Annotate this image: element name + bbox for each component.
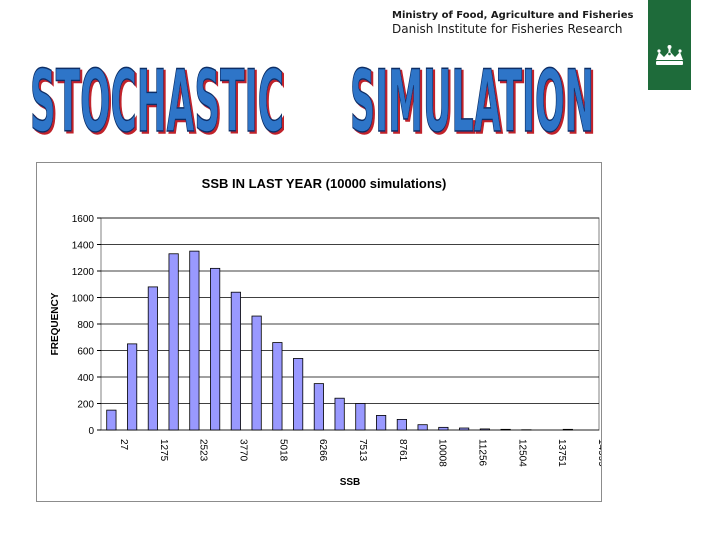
x-tick-label: 5018: [277, 439, 288, 462]
y-axis-label: FREQUENCY: [50, 292, 61, 355]
bar: [479, 428, 490, 431]
title-word-simulation: SIMULATION: [350, 58, 594, 148]
y-tick-label: 800: [77, 320, 94, 331]
x-axis-label: SSB: [340, 477, 361, 488]
y-tick-label: 400: [77, 373, 94, 384]
bar: [376, 415, 387, 431]
x-tick-label: 1275: [158, 439, 169, 462]
crown-icon: [656, 45, 683, 65]
ministry-name: Ministry of Food, Agriculture and Fisher…: [392, 10, 634, 21]
bar: [417, 424, 428, 431]
x-tick-label: 2523: [198, 439, 209, 462]
y-tick-label: 1600: [72, 214, 95, 225]
title-word-stochastic: STOCHASTIC: [30, 58, 284, 148]
bar: [106, 409, 117, 431]
bar: [168, 253, 179, 431]
bar: [438, 426, 449, 431]
slide-title: STOCHASTIC SIMULATION: [29, 58, 595, 148]
y-tick-label: 600: [77, 347, 94, 358]
bar: [459, 427, 470, 431]
bar: [562, 428, 573, 431]
x-tick-label: 6266: [317, 439, 328, 462]
chart-title: SSB IN LAST YEAR (10000 simulations): [202, 176, 447, 191]
bar: [127, 343, 138, 431]
x-tick-label: 12504: [516, 439, 527, 467]
bar: [189, 250, 200, 431]
institute-logo: [648, 0, 691, 90]
bar: [396, 418, 407, 431]
x-tick-label: 27: [118, 439, 129, 451]
bar: [147, 286, 158, 431]
x-tick-label: 11256: [477, 439, 488, 467]
x-tick-label: 8761: [397, 439, 408, 462]
plot-area: 0 200 400 600 800 1000 1200 1400 1600 27 1275 2523 3…: [72, 214, 601, 467]
institute-name: Danish Institute for Fisheries Research: [392, 22, 623, 36]
bar: [293, 358, 304, 431]
y-tick-label: 1200: [72, 267, 95, 278]
bar: [230, 291, 241, 431]
bar: [334, 397, 345, 431]
x-tick-label: 13751: [556, 439, 567, 467]
chart-frame: SSB IN LAST YEAR (10000 simulations) FRE…: [36, 162, 602, 502]
bar: [355, 403, 366, 431]
bar: [210, 267, 221, 431]
bar: [251, 315, 262, 431]
x-tick-label: 7513: [357, 439, 368, 462]
x-tick-label: 14999: [596, 439, 601, 467]
y-tick-label: 1400: [72, 241, 95, 252]
x-tick-label: 10008: [437, 439, 448, 467]
histogram-chart: SSB IN LAST YEAR (10000 simulations) FRE…: [50, 176, 601, 488]
bar: [313, 383, 324, 431]
y-tick-label: 200: [77, 400, 94, 411]
y-tick-label: 1000: [72, 294, 95, 305]
bar: [500, 428, 511, 431]
x-tick-label: 3770: [238, 439, 249, 462]
y-tick-label: 0: [88, 426, 94, 437]
bar: [272, 342, 283, 431]
